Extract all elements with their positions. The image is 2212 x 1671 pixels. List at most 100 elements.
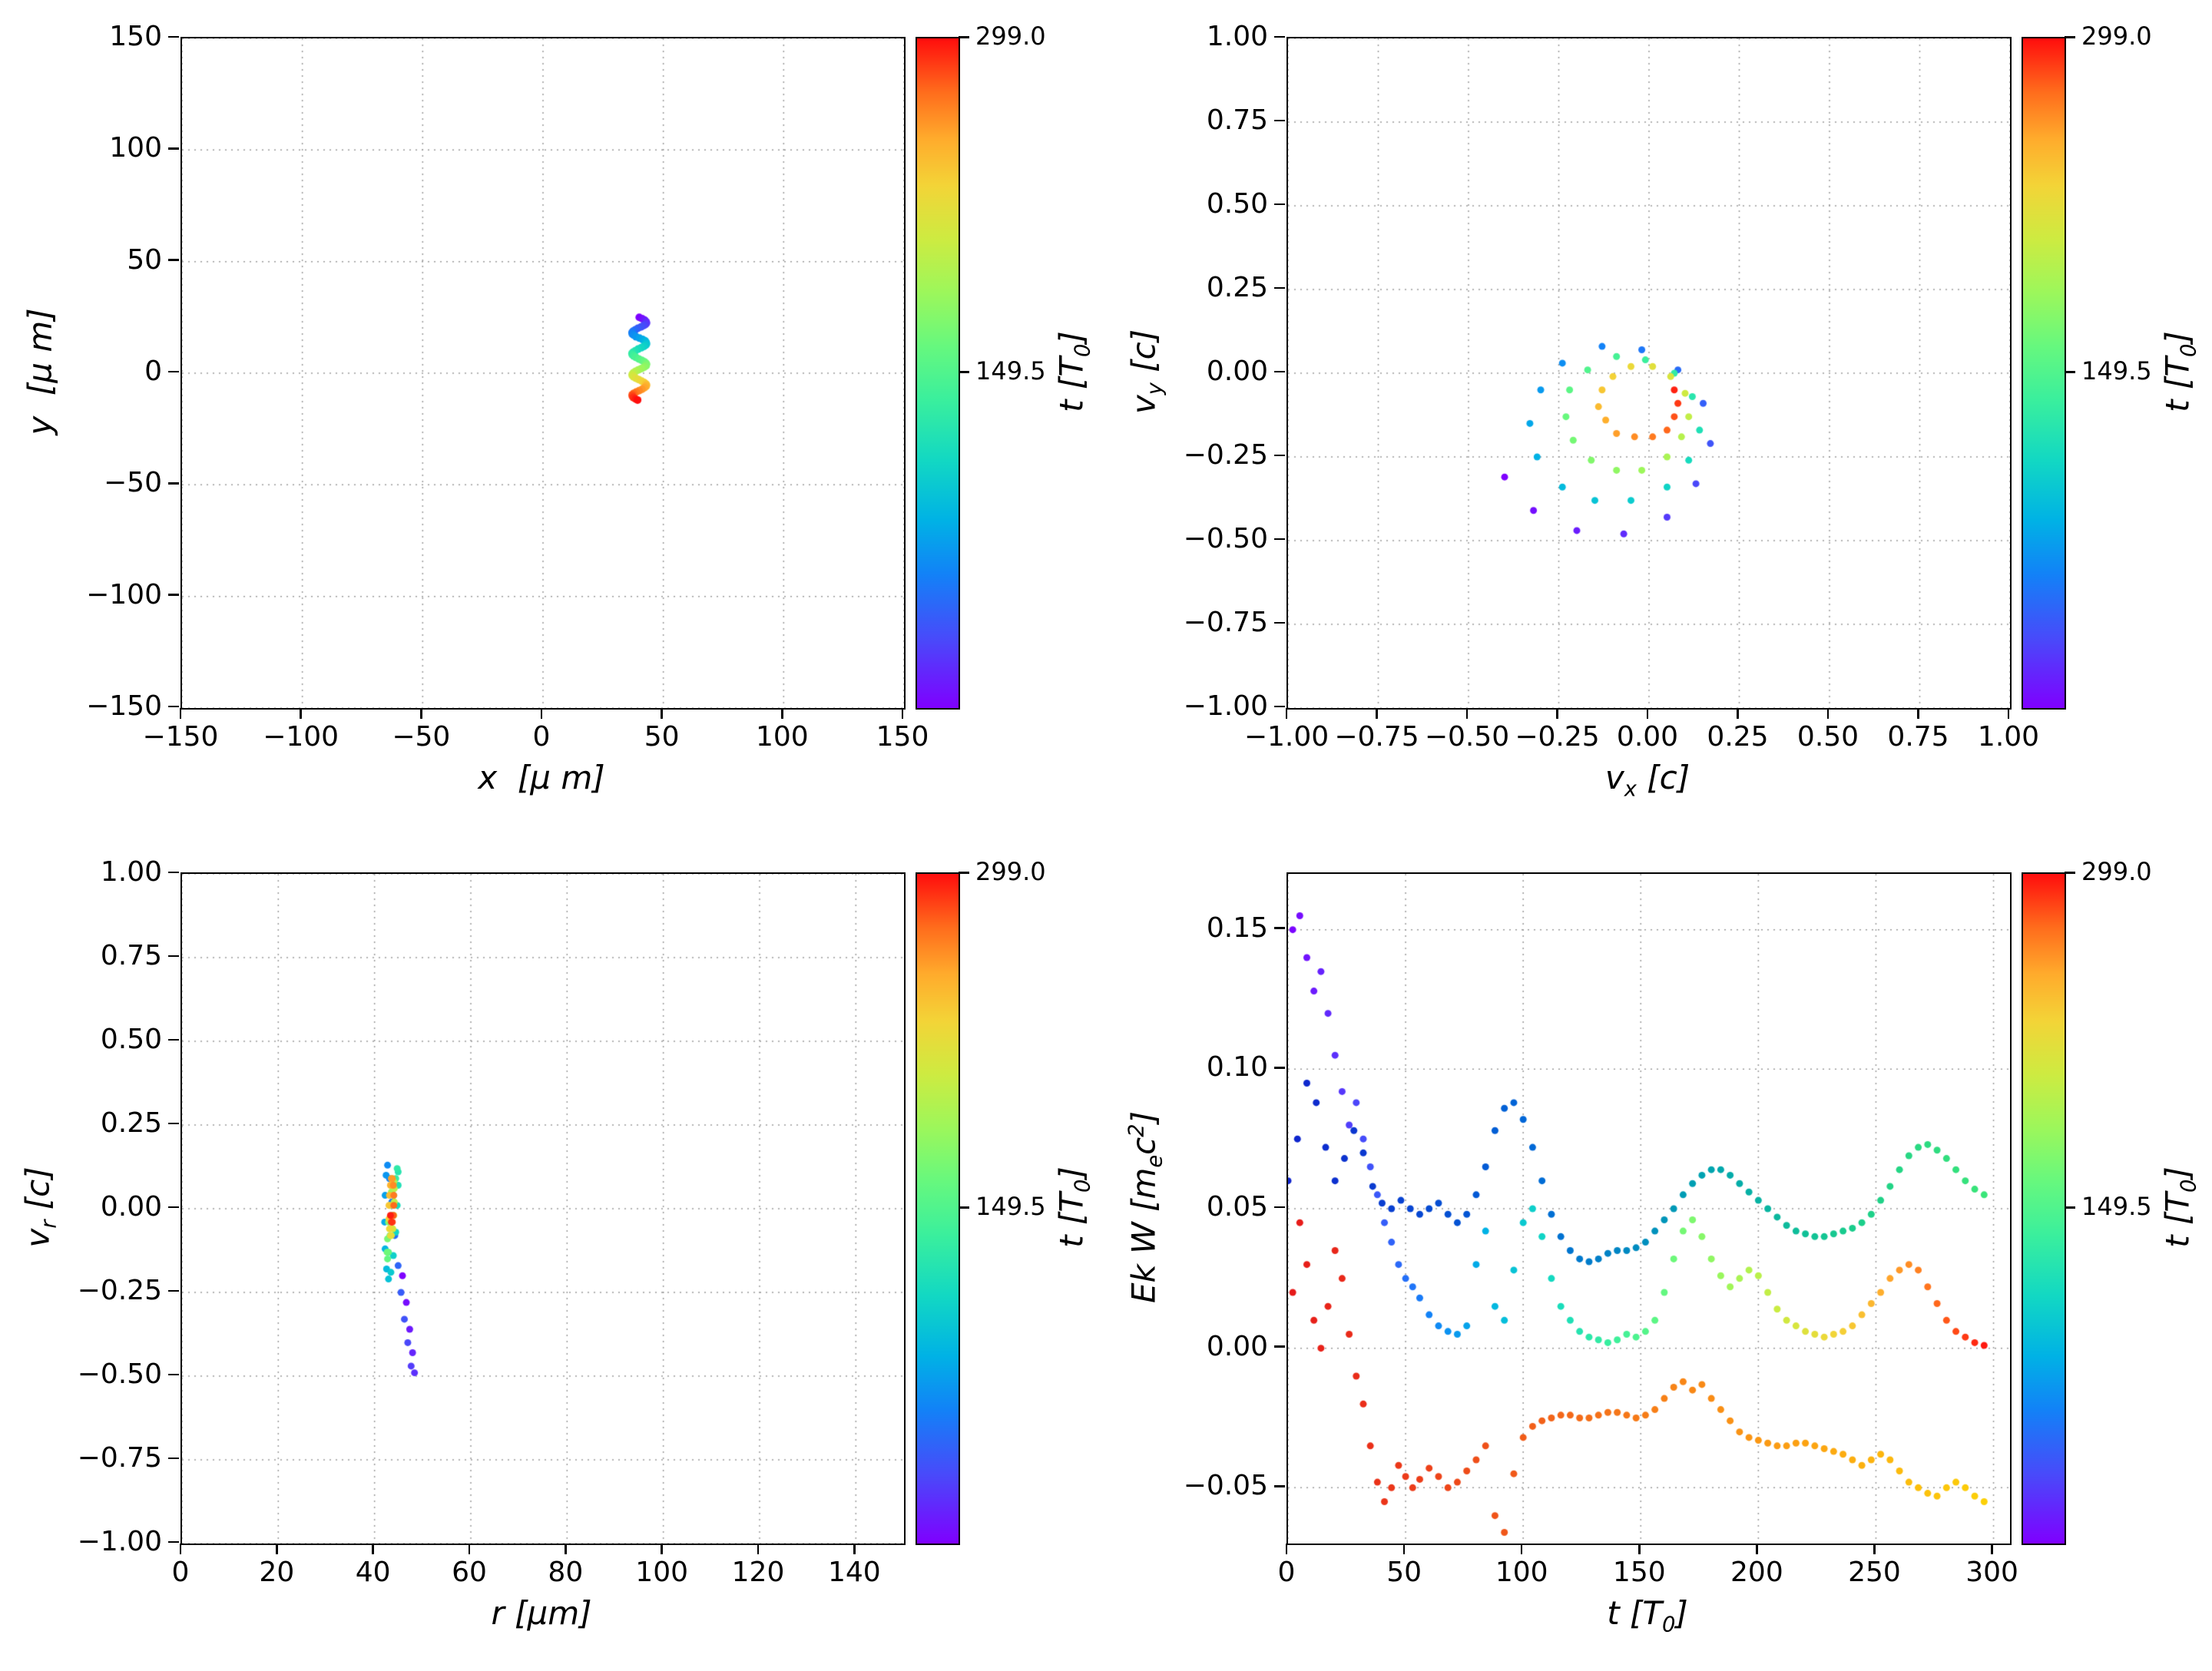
- colorbar-title: t [T0]: [1052, 331, 1095, 412]
- y-tick-label: −1.00: [1183, 690, 1268, 722]
- colorbar: [2022, 872, 2066, 1545]
- y-tick-label: 0.00: [1206, 1330, 1268, 1362]
- y-tick-mark: [1274, 370, 1285, 373]
- y-tick-label: −0.50: [1183, 523, 1268, 554]
- scatter-canvas: [1288, 38, 2010, 708]
- colorbar: [916, 37, 960, 710]
- x-tick-label: 300: [1965, 1557, 2018, 1588]
- y-tick-mark: [1274, 286, 1285, 290]
- x-axis-label: r [μm]: [491, 1594, 592, 1632]
- y-tick-label: 0.50: [1206, 188, 1268, 220]
- y-tick-mark: [168, 705, 179, 708]
- x-tick-mark: [540, 708, 543, 719]
- colorbar-tick-label: 149.5: [2081, 356, 2152, 385]
- x-tick-label: 150: [1612, 1557, 1666, 1588]
- y-tick-label: 1.00: [100, 856, 162, 888]
- y-tick-label: 0.25: [100, 1107, 162, 1139]
- y-tick-mark: [1274, 1345, 1285, 1348]
- y-tick-label: −0.50: [77, 1358, 162, 1390]
- x-tick-mark: [757, 1544, 760, 1554]
- y-tick-mark: [1274, 1067, 1285, 1069]
- x-tick-mark: [1737, 708, 1739, 719]
- colorbar-tick-label: 149.5: [975, 1192, 1046, 1221]
- y-tick-mark: [1274, 621, 1285, 624]
- x-tick-mark: [1991, 1544, 1993, 1554]
- y-tick-label: −0.75: [1183, 607, 1268, 638]
- colorbar-tick-label: 149.5: [2081, 1192, 2152, 1221]
- y-tick-mark: [1274, 35, 1285, 38]
- y-tick-label: −0.25: [77, 1275, 162, 1306]
- colorbar-tick-label: 299.0: [975, 857, 1046, 886]
- colorbar-title: t [T0]: [2158, 1166, 2201, 1248]
- x-tick-mark: [1520, 1544, 1523, 1554]
- y-tick-label: 150: [109, 21, 162, 52]
- y-tick-label: 0.25: [1206, 272, 1268, 303]
- plot-frame: [1286, 37, 2012, 710]
- scatter-canvas: [182, 38, 904, 708]
- x-tick-mark: [1917, 708, 1919, 719]
- y-tick-label: 0.05: [1206, 1191, 1268, 1223]
- y-tick-mark: [168, 1373, 179, 1376]
- x-tick-label: −50: [392, 721, 451, 753]
- x-tick-mark: [1826, 708, 1830, 719]
- x-tick-label: −1.00: [1243, 721, 1330, 753]
- colorbar-tick-mark: [2065, 872, 2075, 874]
- x-tick-label: 80: [548, 1557, 584, 1588]
- y-tick-mark: [168, 1457, 179, 1460]
- x-tick-mark: [468, 1544, 471, 1554]
- x-tick-mark: [853, 1544, 856, 1554]
- x-tick-mark: [901, 708, 904, 719]
- colorbar-tick-label: 149.5: [975, 356, 1046, 385]
- x-tick-mark: [1285, 708, 1288, 719]
- x-tick-mark: [179, 708, 182, 719]
- x-tick-mark: [661, 708, 663, 719]
- x-tick-label: 40: [355, 1557, 391, 1588]
- colorbar-gradient: [917, 874, 959, 1544]
- x-tick-label: 0.25: [1707, 721, 1769, 753]
- y-tick-mark: [1274, 927, 1285, 929]
- x-tick-mark: [565, 1544, 567, 1554]
- x-tick-label: 120: [731, 1557, 785, 1588]
- x-tick-mark: [1465, 708, 1469, 719]
- x-tick-label: 100: [635, 1557, 689, 1588]
- plot-frame: [180, 872, 906, 1545]
- colorbar-tick-mark: [2065, 36, 2075, 38]
- y-tick-label: 0.10: [1206, 1051, 1268, 1084]
- x-tick-label: 1.00: [1977, 721, 2040, 753]
- x-tick-mark: [661, 1544, 663, 1554]
- colorbar: [2022, 37, 2066, 710]
- x-tick-mark: [1556, 708, 1558, 719]
- y-tick-label: 0.75: [1206, 104, 1268, 136]
- x-tick-mark: [1402, 1544, 1406, 1554]
- x-tick-label: −0.25: [1515, 721, 1600, 753]
- y-tick-label: −0.25: [1183, 439, 1268, 471]
- y-tick-label: −1.00: [77, 1526, 162, 1557]
- y-tick-label: 50: [127, 243, 162, 276]
- y-tick-label: −0.05: [1183, 1470, 1268, 1502]
- x-tick-label: 250: [1848, 1557, 1901, 1588]
- x-tick-label: 0: [532, 721, 551, 753]
- y-tick-mark: [1274, 454, 1285, 457]
- x-tick-label: −150: [142, 721, 219, 753]
- y-tick-mark: [168, 594, 179, 596]
- x-tick-mark: [420, 708, 422, 719]
- colorbar-gradient: [2023, 38, 2065, 708]
- y-tick-label: −100: [86, 578, 162, 610]
- x-tick-label: −100: [263, 721, 339, 753]
- y-tick-mark: [168, 1540, 179, 1544]
- y-tick-mark: [1274, 705, 1285, 708]
- subplot-radial-rvr: vr [c] r [μm] 299.0 149.5 t [T0] 0 20 40 60…: [0, 836, 1106, 1671]
- x-tick-label: 0.00: [1616, 721, 1679, 753]
- plot-frame: [1286, 872, 2012, 1545]
- x-tick-label: 150: [876, 721, 929, 753]
- colorbar-tick-mark: [2065, 1206, 2075, 1209]
- y-tick-mark: [168, 35, 179, 38]
- x-tick-label: 60: [452, 1557, 487, 1588]
- x-tick-label: 0.50: [1796, 721, 1859, 753]
- colorbar-gradient: [2023, 874, 2065, 1544]
- y-tick-mark: [168, 871, 179, 874]
- y-tick-label: −50: [104, 467, 162, 499]
- x-tick-label: 100: [755, 721, 809, 753]
